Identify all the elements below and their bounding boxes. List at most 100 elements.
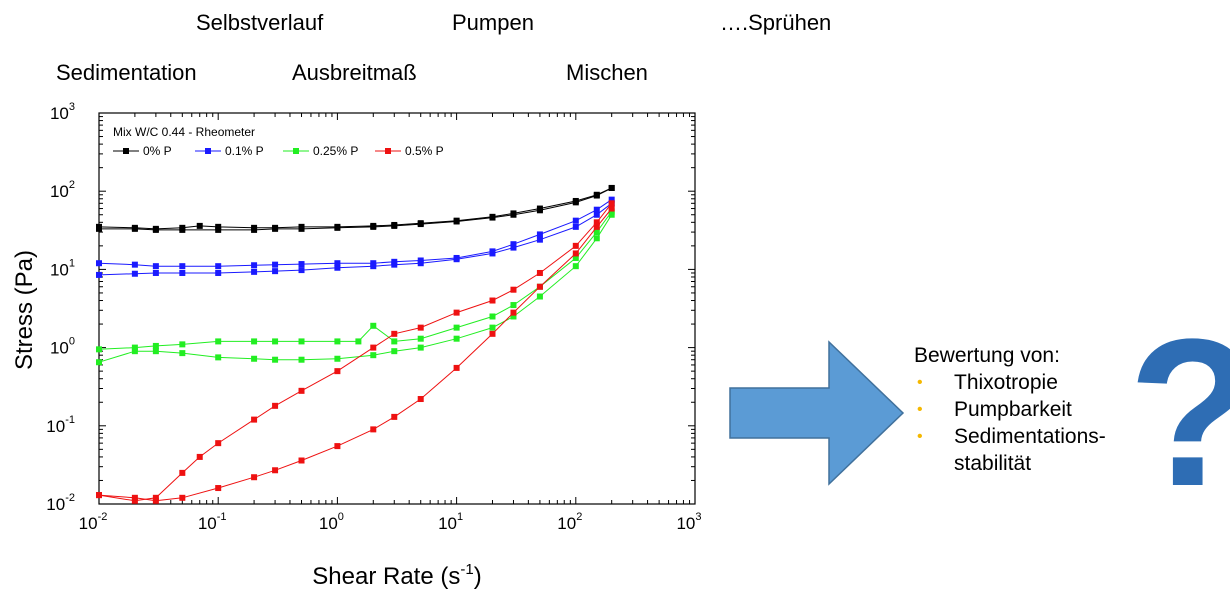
data-point (453, 217, 460, 224)
series-3 (96, 200, 615, 504)
data-point (453, 324, 460, 331)
data-point (215, 269, 222, 276)
legend-label: 0.5% P (405, 144, 444, 158)
data-point (196, 453, 203, 460)
data-point (251, 224, 258, 231)
data-point (370, 352, 377, 359)
legend-swatch-marker (123, 148, 129, 154)
legend-title: Mix W/C 0.44 - Rheometer (113, 125, 255, 139)
bullet-icon: • (917, 401, 923, 418)
evaluation-list: • Thixotropie • Pumpbarkeit • Sedimentation… (914, 369, 1164, 477)
data-point (96, 346, 102, 353)
legend-label: 0.25% P (313, 144, 358, 158)
y-tick-base: 10 (50, 104, 69, 123)
data-point (131, 224, 138, 231)
label-selbstverlauf: Selbstverlauf (196, 10, 324, 35)
data-point (251, 355, 258, 362)
y-tick-exponent: 3 (69, 101, 75, 113)
x-tick-base: 10 (319, 514, 338, 533)
x-tick-label: 103 (676, 511, 701, 533)
data-point (510, 302, 517, 309)
x-tick-label: 10-1 (198, 511, 227, 533)
data-point (215, 263, 222, 270)
data-point (131, 497, 138, 504)
y-tick-label: 100 (50, 336, 75, 358)
data-point (391, 330, 398, 337)
evaluation-item-label: Thixotropie (954, 371, 1058, 394)
evaluation-item-label: Sedimentations- (954, 425, 1106, 448)
data-point (510, 244, 517, 251)
data-point (131, 270, 138, 277)
data-point (298, 387, 305, 394)
data-point (334, 443, 341, 450)
x-tick-base: 10 (676, 514, 695, 533)
data-point (536, 231, 543, 238)
question-mark-icon: ? (1128, 308, 1230, 518)
data-point (298, 356, 305, 363)
data-point (298, 261, 305, 268)
x-tick-exponent: -2 (98, 511, 108, 523)
bullet-icon: • (917, 428, 923, 445)
x-tick-base: 10 (557, 514, 576, 533)
evaluation-item-label: stabilität (954, 452, 1032, 475)
data-point (272, 356, 279, 363)
label-ausbreitmass: Ausbreitmaß (292, 60, 417, 85)
data-point (334, 260, 341, 267)
data-point (272, 261, 279, 268)
data-point (272, 467, 279, 474)
y-axis-title: Stress (Pa) (11, 250, 38, 370)
x-tick-base: 10 (79, 514, 98, 533)
x-tick-exponent: 3 (695, 511, 701, 523)
data-point (179, 263, 186, 270)
data-point (370, 322, 377, 329)
data-point (391, 413, 398, 420)
x-tick-exponent: 0 (338, 511, 344, 523)
data-point (131, 348, 138, 355)
data-point (152, 342, 159, 349)
y-tick-base: 10 (50, 182, 69, 201)
data-point (489, 330, 496, 337)
series-line-up (98, 208, 613, 502)
data-point (251, 474, 258, 481)
series-2 (96, 208, 615, 366)
y-tick-exponent: 1 (69, 257, 75, 269)
data-point (298, 457, 305, 464)
data-point (453, 254, 460, 261)
data-point (370, 260, 377, 267)
data-point (510, 313, 517, 320)
data-point (572, 250, 579, 257)
data-point (417, 335, 424, 342)
data-point (536, 205, 543, 212)
series-0 (96, 184, 615, 233)
data-point (572, 223, 579, 230)
data-point (417, 344, 424, 351)
data-point (251, 416, 258, 423)
y-tick-label: 103 (50, 101, 75, 123)
data-point (96, 223, 102, 230)
label-pumpen: Pumpen (452, 10, 534, 35)
legend-swatch-marker (205, 148, 211, 154)
data-point (417, 257, 424, 264)
data-point (417, 396, 424, 403)
x-axis-title: Shear Rate (s-1) (312, 561, 481, 589)
data-point (96, 271, 102, 278)
data-point (608, 196, 615, 203)
data-point (152, 494, 159, 501)
y-tick-exponent: 2 (69, 179, 75, 191)
data-point (489, 297, 496, 304)
data-point (272, 224, 279, 231)
data-point (179, 469, 186, 476)
data-point (572, 217, 579, 224)
data-point (489, 248, 496, 255)
evaluation-item-label: Pumpbarkeit (954, 398, 1072, 421)
y-tick-base: 10 (46, 495, 65, 514)
data-point (593, 211, 600, 218)
data-point (370, 344, 377, 351)
data-point (510, 286, 517, 293)
legend-label: 0.1% P (225, 144, 264, 158)
data-point (251, 262, 258, 269)
axis-ticks (98, 112, 696, 505)
data-point (572, 242, 579, 249)
